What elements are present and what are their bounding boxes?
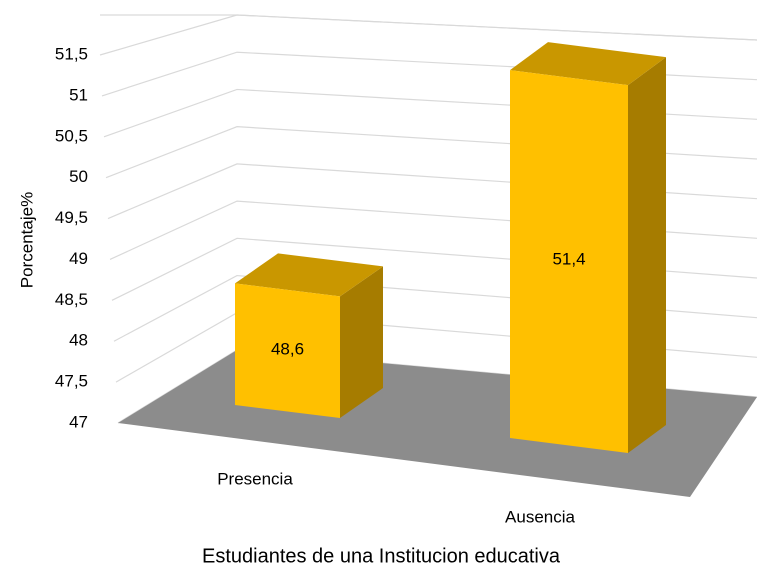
y-tick-label: 49 bbox=[69, 249, 88, 268]
bar bbox=[235, 283, 340, 418]
bar-side bbox=[340, 266, 383, 418]
data-label: 51,4 bbox=[552, 250, 585, 269]
y-tick-label: 47,5 bbox=[55, 372, 88, 391]
bar-top bbox=[510, 42, 666, 86]
y-tick-label: 48,5 bbox=[55, 290, 88, 309]
bar bbox=[510, 70, 628, 453]
x-tick-label: Ausencia bbox=[505, 507, 575, 526]
y-tick-label: 50,5 bbox=[55, 126, 88, 145]
y-tick-label: 51 bbox=[69, 85, 88, 104]
y-tick-label: 48 bbox=[69, 331, 88, 350]
bar-top bbox=[235, 253, 383, 297]
data-label: 48,6 bbox=[271, 340, 304, 359]
y-tick-label: 49,5 bbox=[55, 208, 88, 227]
x-axis-title: Estudiantes de una Institucion educativa bbox=[202, 545, 561, 567]
wall-top-edge bbox=[100, 14, 758, 41]
y-axis-title: Porcentaje% bbox=[17, 192, 36, 288]
y-tick-label: 51,5 bbox=[55, 44, 88, 63]
x-tick-label: Presencia bbox=[217, 469, 293, 488]
y-tick-label: 47 bbox=[69, 412, 88, 431]
y-tick-label: 50 bbox=[69, 167, 88, 186]
grid-line bbox=[99, 14, 758, 56]
bar-side bbox=[628, 57, 666, 453]
